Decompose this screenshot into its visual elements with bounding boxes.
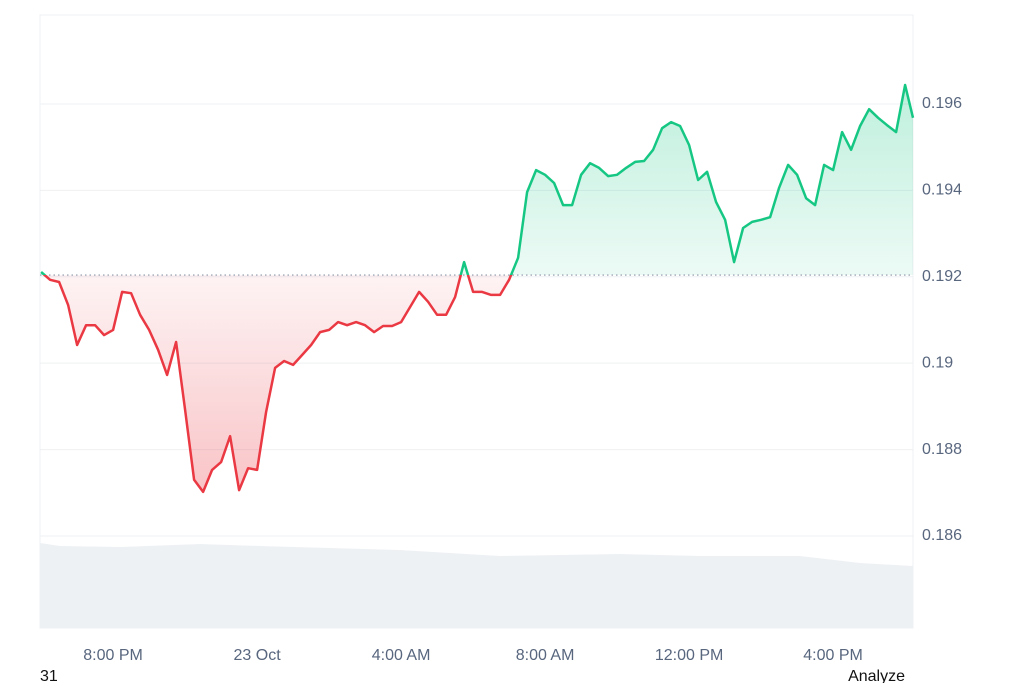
y-tick-label: 0.186	[922, 527, 962, 544]
x-tick-label: 4:00 PM	[803, 647, 863, 664]
volume-band	[40, 543, 913, 628]
x-tick-label: 23 Oct	[234, 647, 282, 664]
y-tick-label: 0.19	[922, 354, 953, 371]
x-tick-label: 8:00 AM	[516, 647, 575, 664]
y-tick-label: 0.194	[922, 182, 962, 199]
y-tick-label: 0.188	[922, 441, 962, 458]
y-tick-label: 0.192	[922, 268, 962, 285]
footer-left: 31	[40, 668, 58, 683]
x-tick-label: 4:00 AM	[372, 647, 431, 664]
price-line	[40, 83, 915, 494]
x-tick-label: 8:00 PM	[83, 647, 143, 664]
x-tick-label: 12:00 PM	[655, 647, 723, 664]
footer-right[interactable]: Analyze	[848, 668, 905, 683]
area	[41, 85, 913, 492]
y-tick-label: 0.196	[922, 95, 962, 112]
